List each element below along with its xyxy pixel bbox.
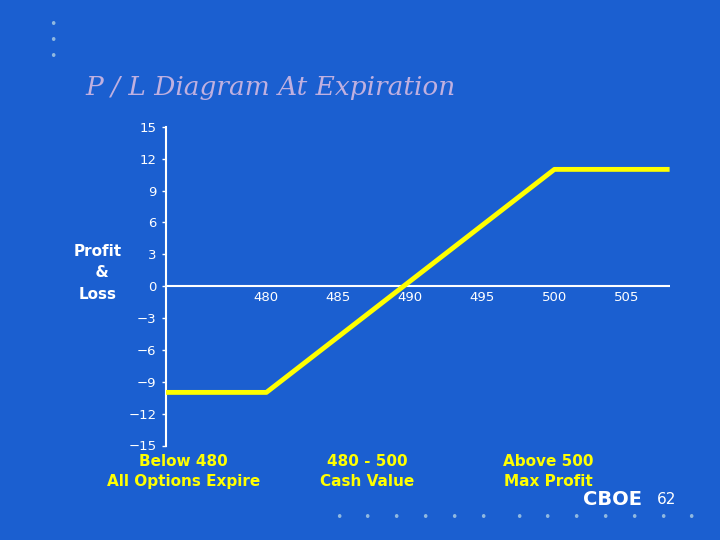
Text: Loss: Loss bbox=[78, 287, 116, 302]
Text: P / L Diagram At Expiration: P / L Diagram At Expiration bbox=[86, 75, 456, 100]
Text: Above 500: Above 500 bbox=[503, 454, 594, 469]
Text: •: • bbox=[364, 511, 371, 524]
Text: •: • bbox=[479, 511, 486, 524]
Text: •: • bbox=[630, 511, 637, 524]
Text: 480 - 500: 480 - 500 bbox=[327, 454, 408, 469]
Text: •: • bbox=[572, 511, 580, 524]
Text: CBOE: CBOE bbox=[583, 490, 642, 509]
Text: All Options Expire: All Options Expire bbox=[107, 474, 260, 489]
Text: •: • bbox=[601, 511, 608, 524]
Text: •: • bbox=[335, 511, 342, 524]
Text: •: • bbox=[49, 18, 56, 31]
Text: •: • bbox=[688, 511, 695, 524]
Text: 62: 62 bbox=[657, 492, 677, 507]
Text: Profit: Profit bbox=[73, 244, 121, 259]
Text: •: • bbox=[421, 511, 428, 524]
Text: •: • bbox=[392, 511, 400, 524]
Text: Below 480: Below 480 bbox=[139, 454, 228, 469]
Text: •: • bbox=[450, 511, 457, 524]
Text: •: • bbox=[515, 511, 522, 524]
Text: Max Profit: Max Profit bbox=[504, 474, 593, 489]
Text: •: • bbox=[659, 511, 666, 524]
Text: •: • bbox=[49, 50, 56, 63]
Text: •: • bbox=[544, 511, 551, 524]
Text: •: • bbox=[49, 34, 56, 47]
Text: &: & bbox=[86, 265, 109, 280]
Text: Cash Value: Cash Value bbox=[320, 474, 414, 489]
